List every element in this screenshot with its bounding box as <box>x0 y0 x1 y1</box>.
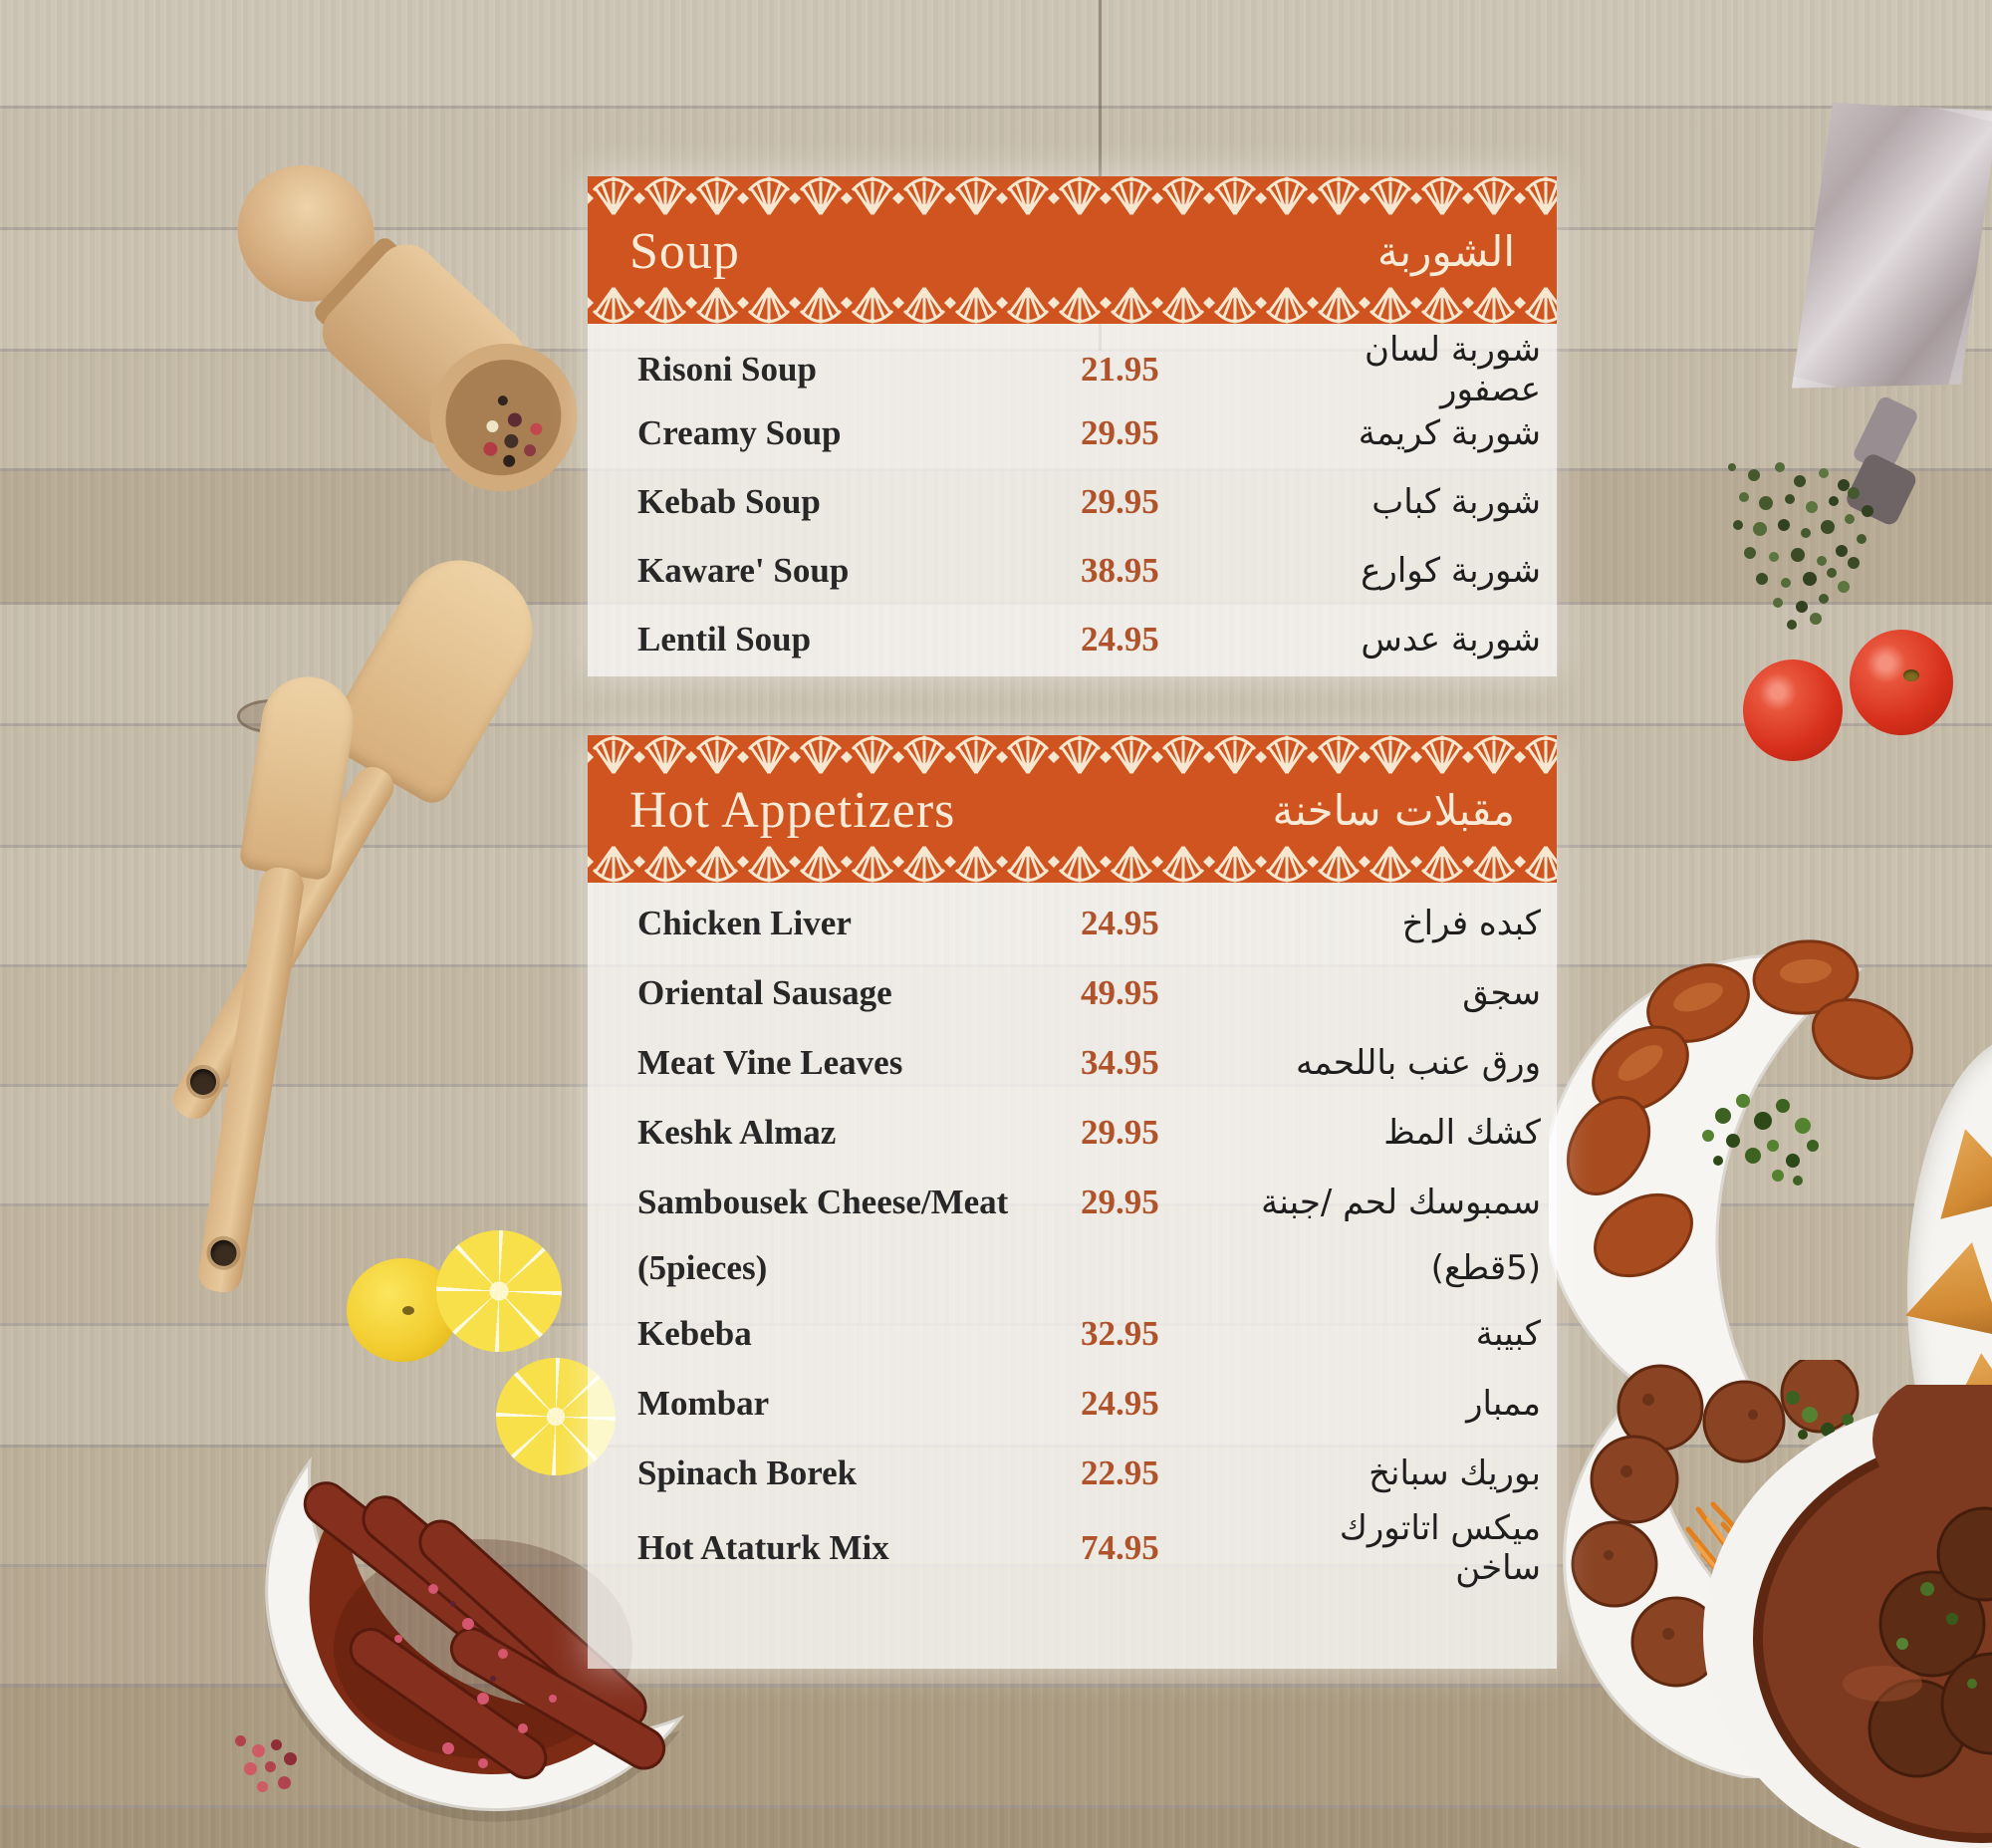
item-name-en: Hot Ataturk Mix <box>637 1528 889 1567</box>
menu-item-row: Sambousek Cheese/Meat 29.95 سمبوسك لحم /… <box>588 1168 1557 1237</box>
item-name-ar: شوربة كباب <box>1371 481 1541 522</box>
soup-section-panel: Soup الشوربة Risoni Sou <box>588 176 1557 676</box>
kibbeh-plate-photo <box>1549 939 1914 1432</box>
item-price: 32.95 <box>1081 1314 1159 1353</box>
item-name-en: Kaware' Soup <box>637 550 850 590</box>
item-note-ar: (5قطع) <box>1430 1248 1541 1288</box>
item-name-en: Meat Vine Leaves <box>637 1043 903 1082</box>
lace-border-icon <box>588 176 1557 216</box>
item-price: 24.95 <box>1081 904 1159 942</box>
item-name-ar: ممبار <box>1466 1384 1541 1424</box>
soup-title-ar: الشوربة <box>1376 226 1515 276</box>
tomato-photo <box>1850 630 1953 735</box>
item-name-en: Oriental Sausage <box>637 973 892 1012</box>
item-price: 49.95 <box>1081 973 1159 1012</box>
item-price: 29.95 <box>1081 412 1159 452</box>
hot-appetizers-header-titles: Hot Appetizers مقبلات ساخنة <box>588 775 1557 845</box>
item-name-en: Lentil Soup <box>637 619 812 659</box>
menu-item-row: Chicken Liver 24.95 كبده فراخ <box>588 889 1557 958</box>
spatula-blade <box>320 538 557 811</box>
item-name-en: Chicken Liver <box>637 904 852 942</box>
item-name-en: Keshk Almaz <box>637 1113 837 1152</box>
soup-items: Risoni Soup 21.95 شوربة لسان عصفور Cream… <box>588 324 1557 673</box>
menu-item-note-row: (5pieces) (5قطع) <box>588 1237 1557 1299</box>
item-price: 24.95 <box>1081 1384 1159 1423</box>
pink-peppercorns-photo <box>235 1735 325 1825</box>
lace-border-icon <box>588 286 1557 324</box>
item-price: 29.95 <box>1081 1113 1159 1152</box>
item-price: 34.95 <box>1081 1043 1159 1082</box>
hot-appetizers-section-panel: Hot Appetizers مقبلات ساخنة <box>588 735 1557 1669</box>
item-name-ar: سمبوسك لحم /جبنة <box>1261 1183 1541 1222</box>
tomato-photo <box>1743 660 1843 761</box>
menu-item-row: Kaware' Soup 38.95 شوربة كوارع <box>588 536 1557 605</box>
item-name-en: Sambousek Cheese/Meat <box>637 1183 1009 1221</box>
item-name-en: Creamy Soup <box>637 412 842 452</box>
lemon-slice <box>436 1230 562 1352</box>
menu-item-row: Kebeba 32.95 كبيبة <box>588 1299 1557 1369</box>
lace-border-icon <box>588 735 1557 775</box>
item-price: 29.95 <box>1081 481 1159 521</box>
item-name-en: Risoni Soup <box>637 350 817 389</box>
menu-item-row: Meat Vine Leaves 34.95 ورق عنب باللحمه <box>588 1028 1557 1098</box>
scoop-body <box>204 132 608 522</box>
item-name-en: Spinach Borek <box>637 1453 858 1492</box>
soup-header-titles: Soup الشوربة <box>588 216 1557 286</box>
hot-appetizers-title-ar: مقبلات ساخنة <box>1272 785 1515 835</box>
soup-title-en: Soup <box>629 222 740 280</box>
hot-appetizers-items: Chicken Liver 24.95 كبده فراخ Oriental S… <box>588 883 1557 1588</box>
lace-border-icon <box>588 845 1557 883</box>
item-name-ar: كبده فراخ <box>1401 904 1541 943</box>
menu-item-row: Mombar 24.95 ممبار <box>588 1369 1557 1439</box>
item-name-ar: كبيبة <box>1475 1314 1541 1354</box>
menu-item-row: Hot Ataturk Mix 74.95 ميكس اتاتورك ساخن <box>588 1508 1557 1588</box>
item-name-en: Mombar <box>637 1384 770 1423</box>
item-price: 74.95 <box>1081 1528 1159 1567</box>
hot-appetizers-header: Hot Appetizers مقبلات ساخنة <box>588 735 1557 883</box>
item-price: 38.95 <box>1081 550 1159 590</box>
item-price: 24.95 <box>1081 619 1159 659</box>
menu-item-row: Kebab Soup 29.95 شوربة كباب <box>588 467 1557 536</box>
menu-item-row: Creamy Soup 29.95 شوربة كريمة <box>588 398 1557 467</box>
item-name-ar: بوريك سبانخ <box>1369 1453 1541 1493</box>
menu-item-row: Oriental Sausage 49.95 سجق <box>588 958 1557 1028</box>
item-price: 29.95 <box>1081 1183 1159 1221</box>
samosa <box>1905 1232 1992 1337</box>
menu-item-row: Risoni Soup 21.95 شوربة لسان عصفور <box>588 330 1557 409</box>
grater-plate <box>1747 68 1992 427</box>
menu-item-row: Spinach Borek 22.95 بوريك سبانخ <box>588 1439 1557 1508</box>
item-name-ar: سجق <box>1462 973 1541 1013</box>
item-name-ar: شوربة كريمة <box>1358 412 1541 453</box>
hot-appetizers-title-en: Hot Appetizers <box>629 781 956 839</box>
wood-seam <box>1099 0 1102 351</box>
wooden-spatulas-photo <box>166 538 642 1295</box>
spatula-paddle <box>137 538 557 1128</box>
item-name-en: Kebab Soup <box>637 481 821 521</box>
peppercorns <box>495 394 510 408</box>
item-name-ar: شوربة لسان عصفور <box>1365 330 1541 409</box>
menu-item-row: Lentil Soup 24.95 شوربة عدس <box>588 605 1557 673</box>
item-name-en: Kebeba <box>637 1314 752 1353</box>
item-price: 21.95 <box>1081 350 1159 389</box>
herb-leaves <box>1728 463 1736 471</box>
item-name-ar: شوربة عدس <box>1361 619 1541 660</box>
thyme-sprigs-photo <box>1718 453 1907 633</box>
wooden-spice-scoop-photo <box>209 118 647 522</box>
menu-item-row: Keshk Almaz 29.95 كشك المظ <box>588 1098 1557 1168</box>
item-name-ar: ميكس اتاتورك ساخن <box>1339 1508 1541 1588</box>
item-name-ar: كشك المظ <box>1383 1113 1541 1153</box>
samosa <box>1920 1118 1992 1219</box>
sujuk-sausage-dish-photo <box>265 1456 685 1822</box>
meat-stew-bowl-photo <box>1703 1385 1992 1848</box>
item-name-ar: ورق عنب باللحمه <box>1295 1043 1541 1083</box>
item-name-ar: شوربة كوارع <box>1361 550 1541 591</box>
item-price: 22.95 <box>1081 1453 1159 1492</box>
peppercorn-dots <box>235 1735 246 1746</box>
item-note-en: (5pieces) <box>637 1248 768 1287</box>
soup-header: Soup الشوربة <box>588 176 1557 324</box>
